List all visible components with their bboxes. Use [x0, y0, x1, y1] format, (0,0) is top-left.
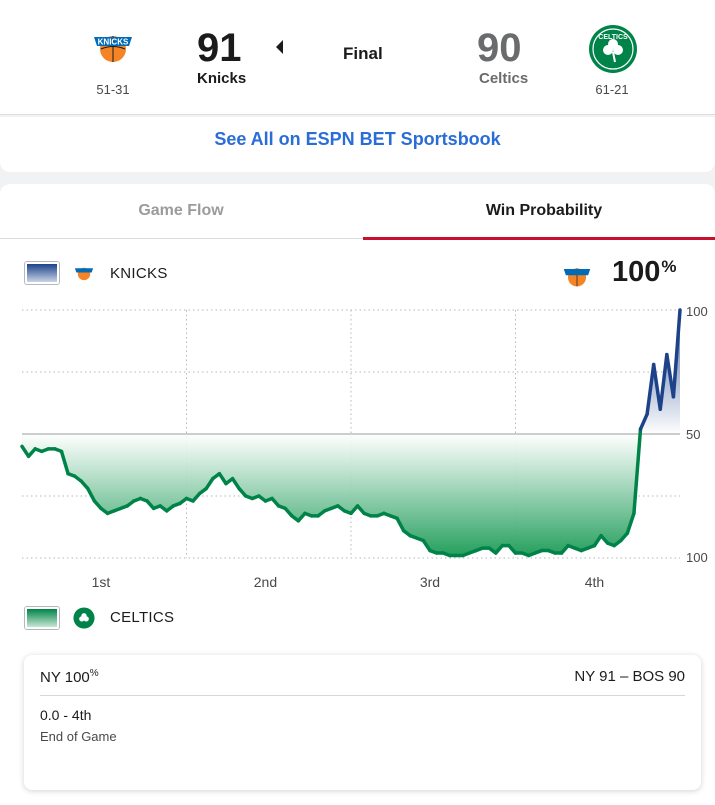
winner-arrow-icon [276, 40, 283, 54]
probability-line-segment [395, 516, 406, 533]
svg-text:KNICKS: KNICKS [98, 38, 129, 47]
probability-line-segment [592, 533, 603, 548]
home-score: 90 [477, 26, 522, 70]
probability-line-segment [204, 476, 215, 491]
probability-line-segment [421, 538, 432, 553]
probability-line-segment [658, 352, 669, 411]
probability-line-segment [230, 476, 241, 491]
probability-line-segment [632, 427, 643, 516]
celtics-logo[interactable]: CELTICS [588, 24, 638, 74]
quarter-label: 4th [585, 574, 604, 590]
home-record: 61-21 [595, 82, 629, 97]
knicks-legend-logo [74, 267, 94, 281]
play-clock: 0.0 - 4th [40, 707, 92, 723]
home-team-name[interactable]: Celtics [479, 70, 529, 87]
quarter-label: 1st [92, 574, 111, 590]
y-tick-label: 100 [686, 304, 708, 319]
knicks-legend-label: KNICKS [110, 265, 168, 282]
play-win-prob-unit: % [89, 668, 99, 679]
knicks-logo[interactable]: KNICKS [90, 24, 136, 70]
probability-line-segment [671, 308, 682, 399]
probability-line-segment [217, 471, 228, 486]
probability-line-segment [638, 412, 649, 431]
sportsbook-link[interactable]: See All on ESPN BET Sportsbook [214, 129, 501, 149]
quarter-label: 2nd [254, 574, 277, 590]
play-info-card: NY 100% NY 91 – BOS 90 0.0 - 4th End of … [24, 655, 701, 790]
current-win-probability: 100% [612, 256, 677, 289]
y-tick-label: 50 [686, 427, 700, 442]
celtics-legend-swatch [25, 607, 59, 629]
game-status: Final [343, 44, 383, 63]
divider [40, 695, 685, 696]
current-pct-unit: % [661, 257, 677, 276]
knicks-legend-swatch [25, 262, 59, 284]
y-tick-label: 100 [686, 550, 708, 565]
tab-game-flow[interactable]: Game Flow [138, 202, 224, 219]
current-pct-value: 100 [612, 256, 661, 288]
away-score: 91 [197, 26, 242, 70]
quarter-label: 3rd [420, 574, 440, 590]
win-probability-chart[interactable]: 100 50 100 1st 2nd 3rd 4th [0, 300, 715, 600]
probability-line-segment [20, 444, 31, 459]
away-record: 51-31 [96, 82, 130, 97]
probability-line-segment [645, 362, 656, 416]
probability-line-segment [86, 486, 97, 503]
svg-text:CELTICS: CELTICS [598, 34, 628, 41]
celtics-legend-label: CELTICS [110, 609, 175, 626]
scoreboard: KNICKS 51-31 91 Knicks Final 90 Celtics … [0, 0, 715, 115]
chart-tabs: Game Flow Win Probability [0, 184, 715, 240]
play-win-prob-value: NY 100 [40, 669, 90, 686]
away-team-name[interactable]: Knicks [197, 70, 247, 87]
probability-line-segment [651, 362, 663, 411]
probability-line-segment [59, 449, 70, 476]
probability-line-segment [625, 511, 636, 535]
play-score-line: NY 91 – BOS 90 [574, 668, 685, 685]
celtics-legend-logo [73, 607, 95, 629]
sportsbook-card: See All on ESPN BET Sportsbook [0, 117, 715, 172]
play-description: End of Game [40, 729, 117, 744]
play-win-prob: NY 100% [40, 668, 99, 686]
celtics-area [22, 434, 680, 556]
knicks-pct-logo [563, 268, 591, 287]
tab-win-probability[interactable]: Win Probability [363, 184, 715, 240]
